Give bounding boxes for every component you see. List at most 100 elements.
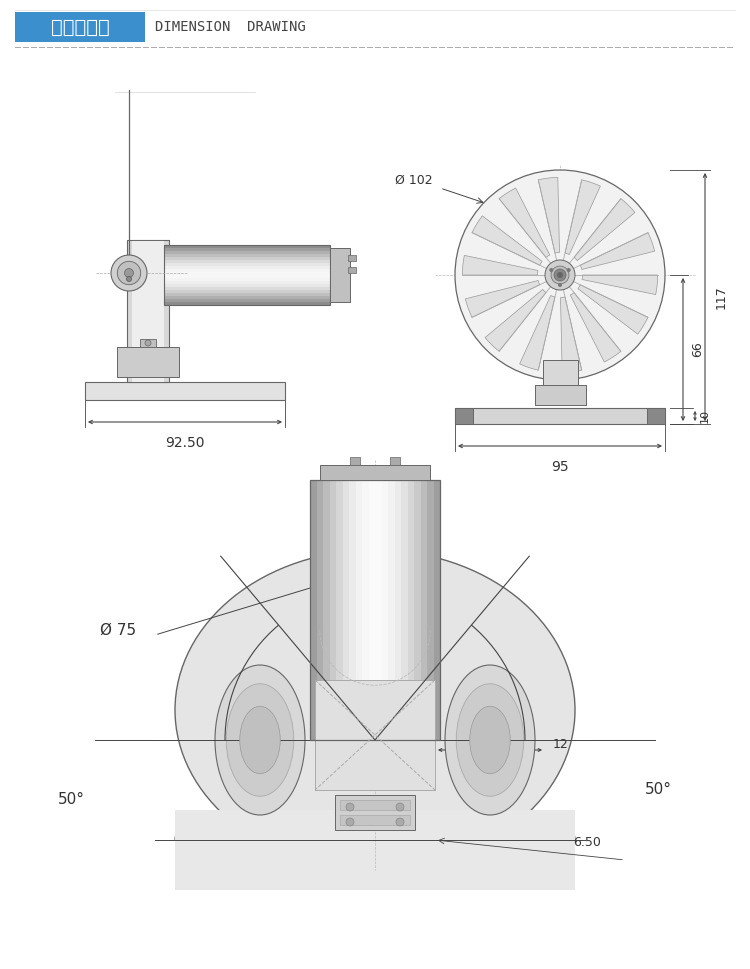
Text: 12: 12 [553,738,568,752]
Bar [362,480,369,740]
Bar [164,275,330,278]
Circle shape [111,255,147,291]
Circle shape [346,818,354,826]
Circle shape [545,260,575,290]
Bar [164,269,330,272]
Ellipse shape [215,665,305,815]
Bar [164,251,330,255]
Polygon shape [582,275,658,295]
Bar [535,385,586,405]
Ellipse shape [445,665,535,815]
Bar [348,255,356,261]
Bar [164,302,330,305]
Text: 6.50: 6.50 [573,835,601,849]
Bar [164,299,330,302]
Text: 66: 66 [691,342,704,358]
Bar [382,480,388,740]
Ellipse shape [470,706,510,774]
Circle shape [554,269,566,281]
Bar [336,480,343,740]
Bar [85,382,285,400]
Bar [356,480,362,740]
Ellipse shape [175,550,575,870]
Bar [127,240,169,382]
Bar [117,347,179,377]
Bar [175,810,575,890]
Bar [375,480,382,740]
Bar [140,339,156,347]
Circle shape [346,803,354,811]
Bar [164,272,330,275]
Bar [340,815,410,825]
Bar [455,408,473,424]
Bar [394,480,401,740]
Bar [164,266,330,269]
Ellipse shape [240,706,280,774]
Bar [316,480,323,740]
Bar [335,795,415,830]
Circle shape [551,266,569,284]
Bar [407,480,415,740]
Polygon shape [580,233,655,269]
Bar [330,248,350,302]
Polygon shape [472,216,542,266]
Bar [164,278,330,282]
Bar [350,457,360,465]
Circle shape [124,268,134,277]
Polygon shape [570,293,621,362]
Text: 10: 10 [700,409,710,423]
Bar [427,480,434,740]
Bar [164,263,330,266]
Bar [164,260,330,264]
Polygon shape [560,297,582,373]
Bar [323,480,330,740]
Circle shape [396,818,404,826]
Text: 50°: 50° [645,783,672,797]
Bar [421,480,428,740]
Polygon shape [465,280,540,318]
Bar [164,245,330,305]
Bar [164,248,330,252]
Bar [388,480,395,740]
Polygon shape [574,199,635,261]
Bar [132,240,164,382]
Text: 117: 117 [715,285,728,309]
Bar [164,296,330,299]
Polygon shape [499,188,550,258]
Text: 95: 95 [551,460,568,474]
Circle shape [557,272,563,278]
Circle shape [558,283,562,287]
Bar [329,480,337,740]
Bar [310,480,317,740]
Bar [647,408,665,424]
Circle shape [396,803,404,811]
Circle shape [455,170,665,380]
Polygon shape [538,177,560,253]
Bar [343,480,350,740]
Bar [315,680,435,790]
Bar [348,267,356,273]
Bar [542,360,578,390]
Bar [164,287,330,291]
Text: DIMENSION  DRAWING: DIMENSION DRAWING [155,20,306,34]
Bar [164,257,330,261]
Circle shape [567,268,571,272]
Text: 92.50: 92.50 [165,436,205,450]
Bar [164,254,330,258]
Circle shape [117,262,141,285]
Bar [164,290,330,294]
Bar [164,293,330,297]
Circle shape [549,268,554,272]
Polygon shape [565,180,601,255]
Text: 50°: 50° [58,793,85,807]
Bar [414,480,421,740]
Bar [340,800,410,810]
Circle shape [127,276,131,282]
Bar [455,408,665,424]
Polygon shape [485,290,546,352]
Bar [164,245,330,248]
Bar [320,465,430,480]
Text: Ø 75: Ø 75 [100,622,136,638]
Bar [164,281,330,285]
Bar [433,480,440,740]
